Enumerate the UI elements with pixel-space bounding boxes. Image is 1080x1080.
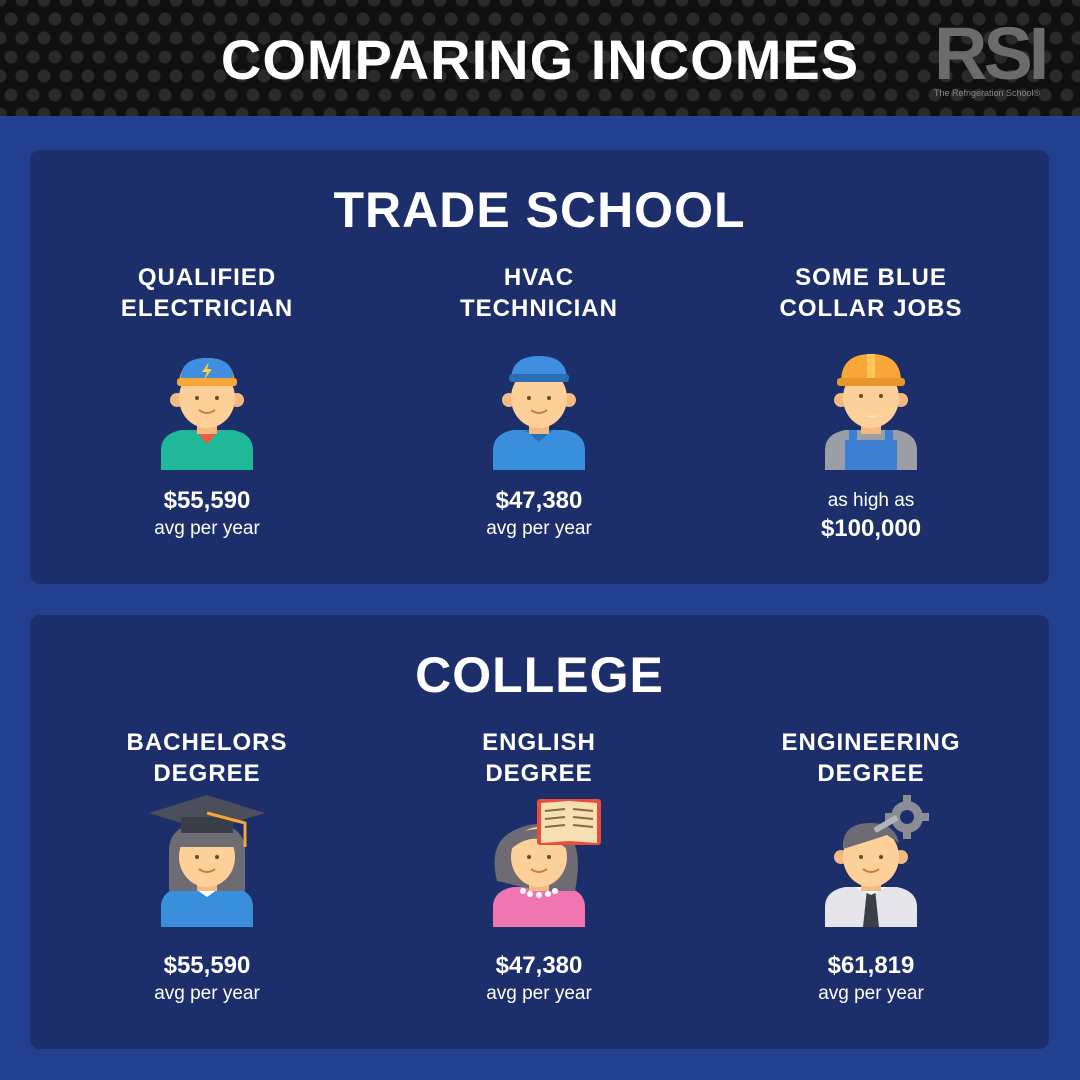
salary-subtitle: avg per year	[486, 518, 592, 539]
logo-mark: RSI	[934, 12, 1049, 95]
trade-school-panel: TRADE SCHOOL QUALIFIED ELECTRICIAN $55,5…	[30, 150, 1049, 584]
job-title: BACHELORS DEGREE	[42, 727, 372, 789]
salary-amount: $100,000	[820, 515, 922, 542]
college-panel: COLLEGE BACHELORS DEGREE $55,590 avg per…	[30, 615, 1049, 1049]
salary-amount: $55,590	[163, 952, 251, 979]
job-title-line1: HVAC	[503, 264, 575, 291]
job-title-line1: ENGLISH	[482, 729, 596, 756]
job-title: HVAC TECHNICIAN	[374, 262, 704, 324]
job-title-line2: DEGREE	[485, 760, 593, 787]
college-title: COLLEGE	[415, 647, 664, 703]
reader-icon	[493, 799, 601, 927]
job-title-line2: COLLAR JOBS	[779, 295, 963, 322]
job-title-line1: BACHELORS	[126, 729, 288, 756]
job-title: ENGLISH DEGREE	[374, 727, 704, 789]
hvac-technician-icon	[493, 356, 585, 470]
graduate-icon	[149, 795, 265, 927]
rsi-logo[interactable]: RSI The Refrigeration School®	[934, 12, 1058, 102]
job-title-line2: TECHNICIAN	[460, 295, 618, 322]
salary-amount: $47,380	[495, 487, 583, 514]
header-banner: COMPARING INCOMES RSI The Refrigeration …	[0, 0, 1080, 116]
electrician-icon	[161, 358, 253, 470]
salary-amount: $55,590	[163, 487, 251, 514]
salary-subtitle: avg per year	[486, 983, 592, 1004]
salary-amount: $47,380	[495, 952, 583, 979]
job-title-line1: ENGINEERING	[781, 729, 961, 756]
job-title-line2: DEGREE	[817, 760, 925, 787]
page-title: COMPARING INCOMES	[220, 28, 860, 91]
salary-amount: $61,819	[827, 952, 915, 979]
job-title: QUALIFIED ELECTRICIAN	[42, 262, 372, 324]
logo-tagline: The Refrigeration School®	[934, 88, 1041, 98]
salary-subtitle: avg per year	[154, 983, 260, 1004]
job-title-line1: SOME BLUE	[795, 264, 947, 291]
salary-subtitle: avg per year	[818, 983, 924, 1004]
construction-worker-icon	[825, 354, 917, 470]
trade-school-title: TRADE SCHOOL	[333, 182, 746, 238]
job-title: SOME BLUE COLLAR JOBS	[706, 262, 1036, 324]
job-title: ENGINEERING DEGREE	[706, 727, 1036, 789]
engineer-icon	[825, 795, 929, 927]
job-title-line1: QUALIFIED	[137, 264, 277, 291]
salary-subtitle: as high as	[827, 490, 915, 511]
job-title-line2: DEGREE	[153, 760, 261, 787]
job-title-line2: ELECTRICIAN	[120, 295, 294, 322]
salary-subtitle: avg per year	[154, 518, 260, 539]
